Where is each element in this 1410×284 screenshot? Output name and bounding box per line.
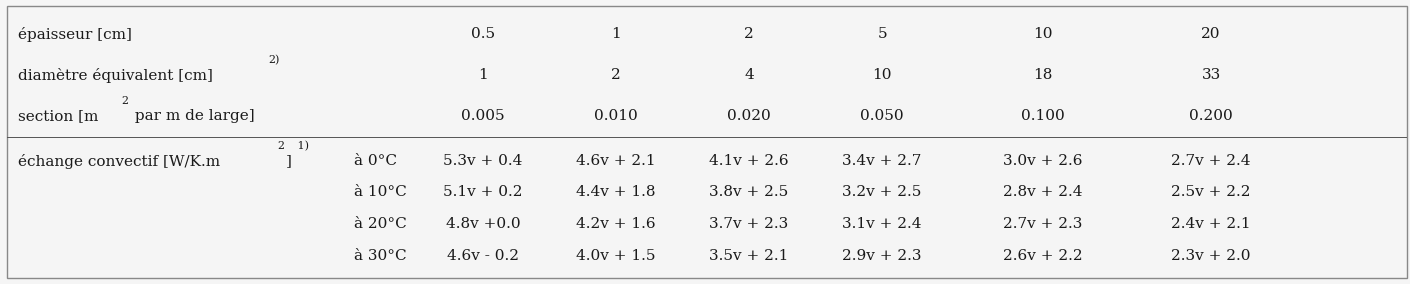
Text: diamètre équivalent [cm]: diamètre équivalent [cm]: [18, 68, 213, 83]
Text: 2.7v + 2.3: 2.7v + 2.3: [1004, 217, 1083, 231]
Text: 3.7v + 2.3: 3.7v + 2.3: [709, 217, 788, 231]
Text: 4.4v + 1.8: 4.4v + 1.8: [577, 185, 656, 199]
Text: à 20°C: à 20°C: [354, 217, 407, 231]
Text: 1): 1): [293, 141, 309, 151]
Text: 3.5v + 2.1: 3.5v + 2.1: [709, 249, 788, 263]
Text: 3.1v + 2.4: 3.1v + 2.4: [842, 217, 922, 231]
Text: 2.3v + 2.0: 2.3v + 2.0: [1172, 249, 1251, 263]
Text: 2.4v + 2.1: 2.4v + 2.1: [1172, 217, 1251, 231]
Text: épaisseur [cm]: épaisseur [cm]: [18, 27, 133, 42]
Text: 3.4v + 2.7: 3.4v + 2.7: [842, 154, 922, 168]
Text: 2.6v + 2.2: 2.6v + 2.2: [1004, 249, 1083, 263]
Text: 3.0v + 2.6: 3.0v + 2.6: [1004, 154, 1083, 168]
Text: 4.6v + 2.1: 4.6v + 2.1: [577, 154, 656, 168]
Text: 10: 10: [873, 68, 893, 82]
Text: 18: 18: [1034, 68, 1053, 82]
Text: 4.2v + 1.6: 4.2v + 1.6: [577, 217, 656, 231]
Text: à 0°C: à 0°C: [354, 154, 398, 168]
Text: 4.6v - 0.2: 4.6v - 0.2: [447, 249, 519, 263]
Text: 5.3v + 0.4: 5.3v + 0.4: [443, 154, 523, 168]
Text: 0.020: 0.020: [728, 109, 771, 123]
Text: 33: 33: [1201, 68, 1221, 82]
Text: 10: 10: [1034, 27, 1053, 41]
Text: 1: 1: [478, 68, 488, 82]
Text: 0.200: 0.200: [1189, 109, 1232, 123]
Text: 0.010: 0.010: [594, 109, 637, 123]
Text: 3.8v + 2.5: 3.8v + 2.5: [709, 185, 788, 199]
Text: 0.5: 0.5: [471, 27, 495, 41]
Text: 4.8v +0.0: 4.8v +0.0: [446, 217, 520, 231]
Text: 2: 2: [278, 141, 285, 151]
Text: 5.1v + 0.2: 5.1v + 0.2: [443, 185, 523, 199]
Text: 2: 2: [611, 68, 620, 82]
Text: 2.5v + 2.2: 2.5v + 2.2: [1172, 185, 1251, 199]
Text: 2.7v + 2.4: 2.7v + 2.4: [1172, 154, 1251, 168]
Text: ]: ]: [286, 154, 292, 168]
Text: 4.0v + 1.5: 4.0v + 1.5: [577, 249, 656, 263]
Text: à 30°C: à 30°C: [354, 249, 407, 263]
Text: 2: 2: [121, 96, 128, 106]
Text: 4.1v + 2.6: 4.1v + 2.6: [709, 154, 790, 168]
Text: à 10°C: à 10°C: [354, 185, 407, 199]
Text: 0.050: 0.050: [860, 109, 904, 123]
Text: 2.9v + 2.3: 2.9v + 2.3: [842, 249, 922, 263]
Text: 2: 2: [744, 27, 754, 41]
Text: 3.2v + 2.5: 3.2v + 2.5: [842, 185, 922, 199]
Text: 0.005: 0.005: [461, 109, 505, 123]
Text: 20: 20: [1201, 27, 1221, 41]
Text: 2): 2): [268, 55, 279, 65]
Text: 4: 4: [744, 68, 754, 82]
Text: 1: 1: [611, 27, 620, 41]
Text: 0.100: 0.100: [1021, 109, 1065, 123]
Text: échange convectif [W/K.m: échange convectif [W/K.m: [18, 154, 220, 169]
Text: par m de large]: par m de large]: [130, 109, 255, 123]
Text: 5: 5: [877, 27, 887, 41]
Text: section [m: section [m: [18, 109, 99, 123]
Text: 2.8v + 2.4: 2.8v + 2.4: [1004, 185, 1083, 199]
